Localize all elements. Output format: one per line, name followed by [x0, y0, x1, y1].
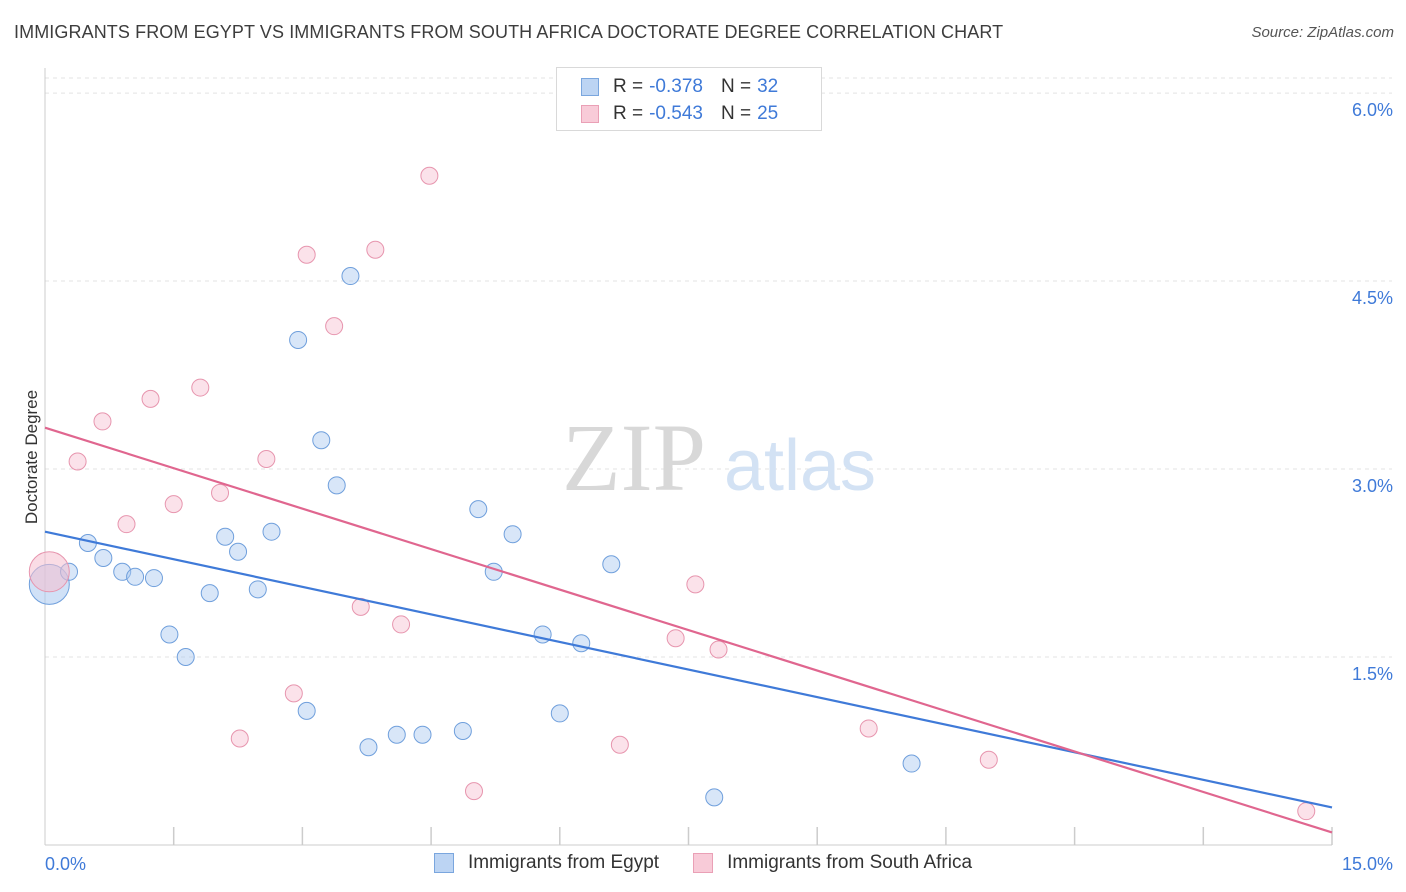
point-series1-16	[420, 166, 439, 185]
point-series1-8	[230, 729, 249, 748]
series-label-south-africa: Immigrants from South Africa	[727, 852, 973, 873]
point-series1-9	[257, 450, 276, 469]
point-series1-7	[211, 483, 230, 502]
point-series1-3	[117, 515, 136, 534]
series-legend-egypt: Immigrants from Egypt	[433, 852, 660, 874]
y-tick-label-3: 6.0%	[1352, 100, 1393, 120]
point-series1-15	[392, 615, 411, 634]
point-series0-30	[705, 788, 724, 807]
point-series0-13	[262, 522, 281, 541]
data-points	[28, 166, 1316, 821]
point-series0-20	[387, 725, 406, 744]
legend-r-value-south-africa: -0.543	[649, 103, 703, 124]
point-series1-21	[709, 640, 728, 659]
point-series0-5	[126, 567, 145, 586]
point-series1-22	[859, 719, 878, 738]
y-tick-labels: 1.5% 3.0% 4.5% 6.0%	[1352, 100, 1393, 684]
x-ticks	[172, 827, 1333, 845]
point-series0-15	[297, 701, 316, 720]
point-series0-22	[453, 721, 472, 740]
series-legend: Immigrants from Egypt Immigrants from So…	[0, 852, 1406, 874]
series-legend-south-africa: Immigrants from South Africa	[693, 852, 972, 874]
legend-r-value-egypt: -0.378	[649, 76, 703, 97]
point-series0-9	[200, 584, 219, 603]
point-series0-18	[341, 267, 360, 286]
series-swatch-egypt	[433, 853, 454, 873]
watermark-atlas: atlas	[724, 426, 876, 506]
gridlines	[45, 77, 1392, 658]
point-series0-12	[248, 580, 267, 599]
y-tick-label-2: 4.5%	[1352, 288, 1393, 308]
point-series0-28	[572, 634, 591, 653]
point-series0-29	[602, 555, 621, 574]
x-tick-label-min: 0.0%	[45, 854, 86, 874]
point-series1-18	[610, 735, 629, 754]
point-series1-14	[366, 240, 385, 259]
point-series0-27	[550, 704, 569, 723]
point-series1-2	[93, 412, 112, 431]
point-series0-16	[312, 431, 331, 450]
point-series1-19	[666, 629, 685, 648]
point-series1-6	[191, 378, 210, 397]
point-series1-11	[297, 245, 316, 264]
y-tick-label-1: 3.0%	[1352, 476, 1393, 496]
point-series1-10	[284, 684, 303, 703]
point-series0-3	[94, 549, 113, 568]
point-series0-6	[144, 569, 163, 588]
point-series0-23	[469, 500, 488, 519]
x-tick-label-max: 15.0%	[1342, 854, 1393, 874]
trend-line-series0	[44, 530, 1333, 809]
point-series1-4	[141, 389, 160, 408]
point-series1-0	[28, 551, 70, 593]
point-series0-21	[413, 725, 432, 744]
point-series1-24	[1297, 802, 1316, 821]
trend-line-series1	[44, 426, 1333, 834]
point-series0-7	[160, 625, 179, 644]
series-swatch-south-africa	[693, 853, 714, 873]
point-series0-8	[176, 648, 195, 667]
point-series0-17	[327, 476, 346, 495]
point-series1-5	[164, 495, 183, 514]
point-series1-20	[686, 575, 705, 594]
point-series0-10	[216, 527, 235, 546]
legend-n-label: N =	[720, 76, 752, 97]
series-label-egypt: Immigrants from Egypt	[467, 852, 660, 873]
point-series1-17	[465, 782, 483, 801]
watermark: ZIP atlas	[562, 404, 876, 511]
point-series0-31	[902, 754, 921, 773]
chart-title: IMMIGRANTS FROM EGYPT VS IMMIGRANTS FROM…	[14, 22, 1004, 42]
point-series0-19	[359, 738, 378, 757]
watermark-zip: ZIP	[562, 404, 706, 511]
legend-r-label: R =	[613, 103, 644, 124]
legend-n-label: N =	[720, 103, 752, 124]
correlation-legend: R = -0.378 N = 32 R = -0.543 N = 25	[556, 67, 822, 131]
source-label: Source: ZipAtlas.com	[1251, 24, 1394, 41]
point-series1-23	[979, 750, 998, 769]
point-series1-12	[325, 317, 344, 336]
y-axis-label: Doctorate Degree	[22, 389, 41, 525]
legend-n-value-egypt: 32	[757, 76, 779, 97]
point-series0-14	[289, 330, 308, 349]
legend-swatch-south-africa	[581, 105, 599, 123]
legend-swatch-egypt	[581, 78, 599, 96]
point-series1-1	[68, 452, 87, 471]
point-series0-11	[229, 542, 248, 561]
legend-r-label: R =	[613, 76, 644, 97]
legend-n-value-south-africa: 25	[757, 103, 779, 124]
legend-row-south-africa: R = -0.543 N = 25	[581, 102, 778, 126]
legend-row-egypt: R = -0.378 N = 32	[581, 75, 778, 99]
y-tick-label-0: 1.5%	[1352, 664, 1393, 684]
point-series0-25	[503, 525, 522, 544]
trend-lines	[44, 426, 1333, 834]
